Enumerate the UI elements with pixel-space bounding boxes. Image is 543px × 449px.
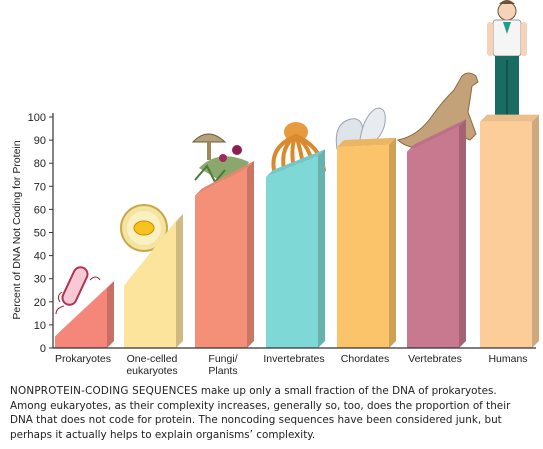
bar-side (107, 280, 114, 348)
y-tick-label: 10 (34, 320, 46, 332)
chart: 0 10 20 30 40 50 60 70 80 90 100 Percent of DNA No… (11, 0, 539, 377)
bar-front (195, 167, 247, 348)
bar-top (480, 114, 539, 122)
x-tick-label: Chordates (341, 353, 389, 365)
caption-lead: NONPROTEIN-CODING SEQUENCES (10, 385, 198, 397)
bar-4 (266, 149, 325, 348)
caption: NONPROTEIN-CODING SEQUENCES make up only… (10, 384, 536, 442)
x-tick-label: Fungi/ (208, 353, 237, 365)
bar-side (176, 213, 183, 348)
bar-side (532, 114, 539, 349)
y-tick-label: 90 (34, 135, 46, 147)
x-tick-label: Plants (208, 365, 237, 377)
y-tick-label: 40 (34, 251, 46, 263)
bar-front (480, 121, 532, 349)
bar-side (459, 119, 466, 349)
bar-side (318, 149, 325, 348)
bar-6 (407, 119, 466, 349)
bar-3 (195, 160, 254, 348)
bar-top (195, 160, 254, 196)
bar-5 (337, 137, 396, 348)
x-tick-label: One-celled (127, 353, 178, 365)
x-tick-label: Vertebrates (408, 353, 462, 365)
bar-front (55, 287, 107, 348)
y-tick-label: 30 (34, 274, 46, 286)
bacterium-icon (55, 266, 101, 315)
cell-icon (120, 204, 168, 252)
y-tick-label: 0 (40, 343, 46, 355)
y-tick-label: 60 (34, 204, 46, 216)
bars (55, 114, 539, 349)
y-tick-label: 100 (28, 112, 46, 124)
bar-front (124, 220, 176, 348)
bar-front (266, 156, 318, 348)
y-tick-label: 20 (34, 297, 46, 309)
bar-top (55, 280, 114, 337)
bar-top (266, 149, 325, 178)
human-icon (487, 0, 527, 116)
x-tick-label: Invertebrates (263, 353, 324, 365)
y-tick-label: 50 (34, 228, 46, 240)
bar-1 (55, 280, 114, 348)
x-tick-label: Humans (488, 353, 527, 365)
x-tick-label: eukaryotes (126, 365, 177, 377)
bar-side (389, 137, 396, 348)
y-tick-label: 80 (34, 158, 46, 170)
y-axis-label: Percent of DNA Not Coding for Protein (11, 140, 23, 319)
bar-side (247, 160, 254, 348)
y-tick-label: 70 (34, 181, 46, 193)
bar-front (337, 144, 389, 348)
caption-body: make up only a small fraction of the DNA… (10, 385, 511, 441)
bar-top (337, 137, 396, 148)
mushroom-and-plants-icon (191, 133, 249, 184)
y-axis: 0 10 20 30 40 50 60 70 80 90 100 (28, 112, 536, 355)
bar-2 (124, 213, 183, 348)
bar-7 (480, 114, 539, 349)
x-tick-label: Prokaryotes (55, 353, 111, 365)
bar-front (407, 126, 459, 349)
bar-top (407, 119, 466, 152)
